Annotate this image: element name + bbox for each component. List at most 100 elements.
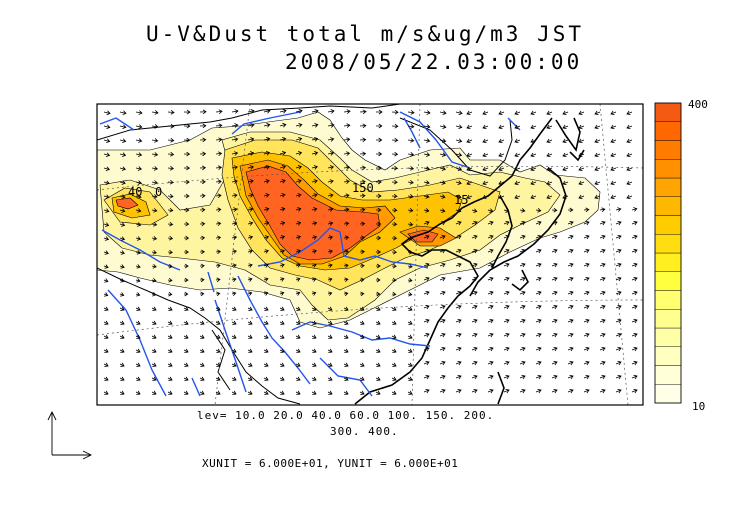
- wind-arrow: [407, 348, 413, 353]
- map-area: 40 0 150 15: [97, 104, 643, 405]
- wind-arrow: [455, 180, 462, 185]
- wind-arrow: [455, 152, 463, 157]
- wind-arrow: [423, 318, 430, 324]
- wind-arrow: [455, 248, 462, 254]
- wind-arrow: [455, 110, 463, 116]
- wind-arrow: [215, 291, 221, 297]
- wind-arrow: [407, 320, 413, 325]
- wind-arrow: [519, 388, 526, 394]
- wind-arrow: [423, 374, 430, 380]
- wind-arrow: [199, 320, 205, 325]
- reference-vector: [47, 410, 93, 460]
- wind-arrow: [327, 249, 333, 254]
- wind-arrow: [295, 320, 301, 325]
- wind-arrow: [119, 362, 125, 367]
- wind-arrow: [471, 290, 478, 296]
- wind-arrow: [599, 360, 606, 366]
- wind-arrow: [407, 180, 414, 185]
- wind-arrow: [263, 376, 269, 381]
- wind-arrow: [151, 222, 158, 227]
- wind-arrow: [343, 334, 349, 339]
- wind-arrow: [455, 194, 462, 199]
- wind-arrow: [423, 346, 430, 352]
- wind-arrow: [610, 124, 617, 130]
- wind-arrow: [279, 291, 285, 296]
- colorbar-swatch: [654, 234, 682, 254]
- wind-arrow: [439, 318, 446, 324]
- wind-arrow: [535, 276, 542, 282]
- wind-arrow: [279, 193, 286, 198]
- wind-arrow: [407, 138, 415, 143]
- wind-arrow: [551, 388, 558, 394]
- wind-arrow: [119, 208, 126, 213]
- wind-arrow: [231, 235, 238, 240]
- wind-arrow: [231, 207, 238, 212]
- wind-arrow: [375, 165, 383, 171]
- wind-arrow: [439, 124, 447, 129]
- wind-arrow: [151, 390, 157, 395]
- wind-arrow: [183, 291, 189, 297]
- wind-arrow: [487, 290, 494, 296]
- wind-arrow: [583, 360, 590, 366]
- wind-arrow: [231, 123, 239, 128]
- wind-arrow: [487, 374, 494, 380]
- wind-arrow: [487, 332, 494, 338]
- wind-arrow: [375, 137, 383, 143]
- wind-arrow: [167, 362, 173, 367]
- wind-arrow: [391, 249, 397, 255]
- wind-arrow: [103, 348, 109, 353]
- wind-arrow: [375, 277, 381, 283]
- wind-arrow: [119, 236, 126, 241]
- wind-arrow: [407, 291, 413, 297]
- wind-arrow: [199, 221, 206, 227]
- wind-arrow: [215, 137, 223, 142]
- wind-arrow: [471, 388, 478, 394]
- wind-arrow: [631, 304, 638, 310]
- wind-arrow: [439, 332, 446, 338]
- wind-arrow: [551, 262, 558, 268]
- wind-arrow: [519, 318, 526, 324]
- wind-arrow: [583, 220, 590, 226]
- wind-arrow: [231, 291, 237, 296]
- colorbar-swatch: [654, 290, 682, 310]
- wind-arrow: [327, 137, 335, 142]
- wind-arrow: [295, 235, 302, 240]
- wind-arrow: [375, 390, 381, 395]
- wind-arrow: [183, 334, 189, 339]
- wind-arrow: [247, 235, 254, 240]
- wind-arrow: [263, 235, 270, 240]
- wind-arrow: [498, 152, 505, 158]
- wind-arrow: [151, 138, 159, 143]
- wind-arrow: [423, 194, 430, 199]
- wind-arrow: [391, 263, 397, 269]
- wind-arrow: [626, 152, 633, 158]
- wind-arrow: [103, 180, 110, 185]
- wind-arrow: [567, 207, 574, 213]
- wind-arrow: [279, 249, 285, 254]
- wind-arrow: [295, 334, 301, 339]
- wind-arrow: [231, 109, 239, 114]
- wind-arrow: [343, 249, 349, 255]
- wind-arrow: [119, 138, 127, 143]
- wind-arrow: [167, 306, 173, 311]
- wind-arrow: [183, 348, 189, 353]
- wind-arrow: [423, 388, 430, 394]
- wind-arrow: [263, 263, 269, 268]
- wind-arrow: [231, 151, 239, 156]
- wind-arrow: [103, 208, 110, 213]
- wind-arrow: [487, 360, 494, 366]
- wind-arrow: [183, 137, 191, 143]
- wind-arrow: [631, 290, 638, 296]
- wind-arrow: [583, 290, 590, 296]
- wind-arrow: [167, 221, 174, 227]
- wind-arrow: [247, 165, 255, 170]
- wind-arrow: [119, 278, 125, 283]
- wind-arrow: [167, 207, 174, 213]
- wind-arrow: [455, 388, 462, 394]
- wind-arrow: [375, 306, 381, 311]
- wind-arrow: [183, 362, 189, 367]
- colorbar-swatch: [654, 121, 682, 141]
- wind-arrow: [407, 249, 413, 255]
- wind-arrow: [514, 124, 521, 130]
- wind-arrow: [279, 122, 287, 128]
